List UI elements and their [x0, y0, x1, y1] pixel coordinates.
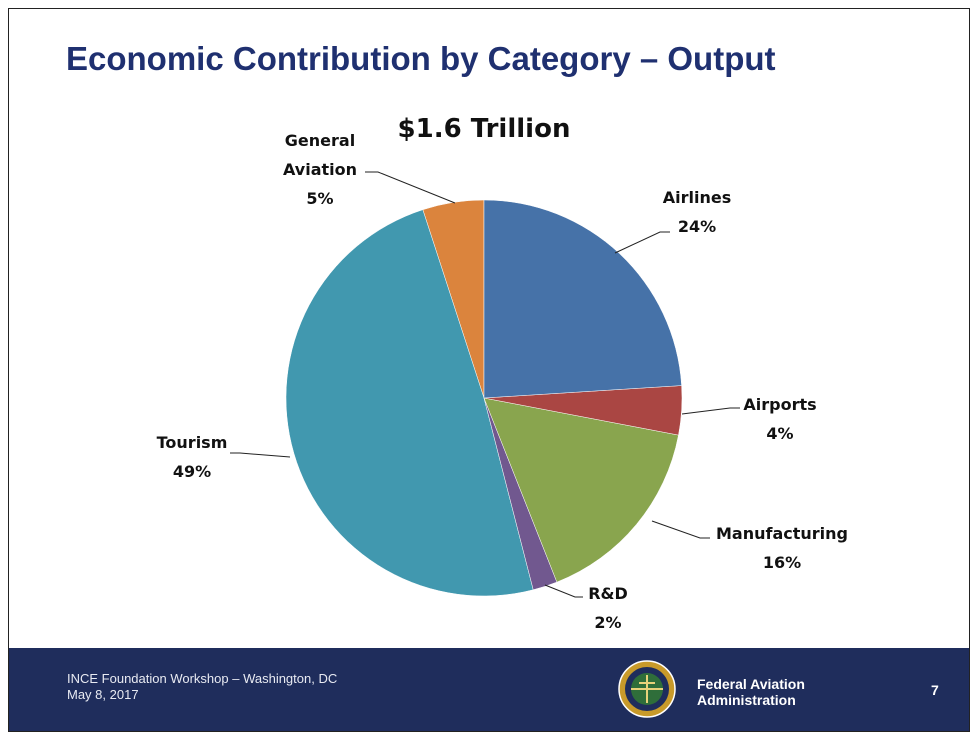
value-label: 2% — [594, 613, 622, 632]
leader-lines — [230, 171, 740, 598]
category-name: General Aviation — [282, 131, 358, 179]
value-label: 5% — [306, 189, 334, 208]
category-name: Airports — [743, 395, 817, 414]
value-label: 24% — [677, 217, 717, 236]
slice-label: Tourism 49% — [132, 428, 252, 486]
category-name: Tourism — [156, 433, 228, 452]
leader-line — [365, 171, 456, 204]
slice-label: Manufacturing 16% — [702, 519, 862, 577]
footer-event: INCE Foundation Workshop – Washington, D… — [67, 671, 338, 686]
pie-slice — [483, 397, 679, 583]
leader-line — [614, 231, 670, 254]
leader-line — [651, 520, 710, 539]
slice-label: Airports 4% — [720, 390, 840, 448]
pie-slice — [483, 199, 682, 399]
slide-title: Economic Contribution by Category – Outp… — [66, 40, 776, 77]
category-name: Airlines — [662, 188, 732, 207]
footer: INCE Foundation Workshop – Washington, D… — [9, 648, 969, 731]
leader-line — [230, 452, 291, 458]
slice-label: Airlines 24% — [637, 183, 757, 241]
slice-label: R&D 2% — [568, 579, 648, 637]
footer-agency: Federal Aviation Administration — [697, 676, 805, 708]
slide-frame — [8, 8, 970, 732]
page-number: 7 — [931, 682, 939, 698]
category-name: R&D — [588, 584, 628, 603]
value-label: 4% — [766, 424, 794, 443]
leader-line — [544, 584, 583, 598]
category-name: Manufacturing — [716, 524, 848, 543]
pie-slice — [285, 209, 534, 597]
leader-line — [681, 407, 740, 415]
value-label: 16% — [762, 553, 802, 572]
value-label: 49% — [172, 462, 212, 481]
footer-date: May 8, 2017 — [67, 687, 139, 702]
faa-logo — [618, 660, 676, 718]
slice-label: General Aviation 5% — [270, 126, 370, 213]
chart-subtitle: $1.6 Trillion — [397, 114, 571, 144]
